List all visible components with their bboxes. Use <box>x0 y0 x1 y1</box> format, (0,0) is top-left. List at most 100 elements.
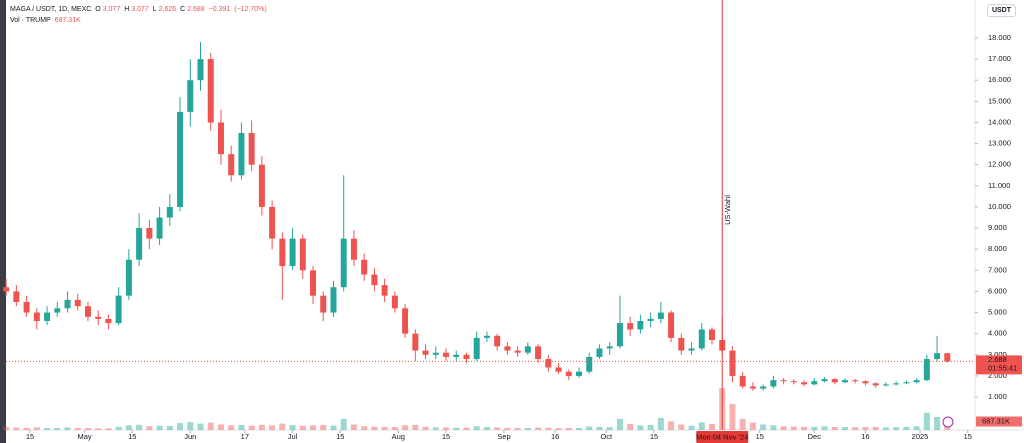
y-tick-label: 15.000 <box>988 96 1011 105</box>
candle-body <box>299 238 306 271</box>
volume-bar <box>524 427 531 430</box>
x-tick-label: 2025 <box>912 432 929 441</box>
volume-bar <box>402 425 409 430</box>
volume-bar <box>923 412 930 430</box>
candle-body <box>831 379 838 383</box>
currency-button[interactable]: USDT <box>986 4 1016 17</box>
volume-bar <box>780 426 787 430</box>
volume-bar <box>637 425 644 430</box>
candle-body <box>903 382 910 384</box>
candle-body <box>514 350 521 353</box>
volume-bar <box>125 425 132 430</box>
y-tick-label: 11.000 <box>988 181 1010 190</box>
y-tick-label: 2.000 <box>988 371 1007 380</box>
candle-body <box>811 381 818 385</box>
volume-bar <box>934 417 941 430</box>
candle-body <box>125 259 132 296</box>
x-tick-label: 15 <box>26 432 34 441</box>
candle-body <box>330 287 337 313</box>
candle-body <box>627 323 634 330</box>
volume-bar <box>228 425 235 430</box>
crosshair-label: Mon 04 Nov '24 <box>696 432 748 441</box>
x-tick-label: Oct <box>600 432 613 441</box>
symbol[interactable]: MAGA / USDT, 1D, MEXC <box>10 6 92 13</box>
volume-bar <box>535 427 542 430</box>
candle-body <box>576 371 583 376</box>
y-tick-label: 8.000 <box>988 244 1007 253</box>
candle-body <box>749 386 756 389</box>
candle-body <box>668 312 675 338</box>
candle-body <box>934 353 941 360</box>
candle-body <box>882 384 889 386</box>
candle-body <box>586 356 593 372</box>
volume-row: Vol · TRUMP 687.31K <box>10 15 269 26</box>
volume-bar <box>299 425 306 430</box>
volume-bar <box>238 424 245 430</box>
candle-body <box>44 312 51 322</box>
y-tick-label: 18.000 <box>988 33 1011 42</box>
volume-bar <box>627 423 634 430</box>
candle-body <box>443 352 450 357</box>
volume-bar <box>514 428 521 430</box>
volume-bar <box>739 418 746 430</box>
volume-bar <box>831 426 838 430</box>
volume-bar <box>801 426 808 430</box>
candle-body <box>23 301 30 313</box>
x-tick-label: 15 <box>442 432 450 441</box>
volume-bar <box>647 424 654 430</box>
y-tick-label: 12.000 <box>988 160 1011 169</box>
volume-bar <box>494 427 501 430</box>
candle-body <box>54 308 61 313</box>
candle-body <box>504 346 511 351</box>
volume-bar <box>841 427 848 430</box>
y-tick-label: 9.000 <box>988 223 1007 232</box>
volume-bar <box>903 426 910 430</box>
volume-bar <box>698 422 705 430</box>
x-tick-label: 17 <box>241 432 249 441</box>
ohlc-prefix: O <box>95 6 101 13</box>
y-tick-label: 10.000 <box>988 202 1011 211</box>
x-tick-label: Aug <box>392 432 405 441</box>
candle-body <box>923 359 930 381</box>
volume-bar <box>760 424 767 430</box>
candle-body <box>841 380 848 383</box>
symbol-row: MAGA / USDT, 1D, MEXC O 3.077 H 3.077 L 2.6… <box>10 4 269 15</box>
candle-body <box>33 312 40 322</box>
volume-bar <box>545 427 552 430</box>
volume-bar <box>54 428 61 430</box>
volume-title[interactable]: Vol · TRUMP <box>10 17 51 24</box>
candle-body <box>524 346 531 353</box>
volume-bar <box>3 426 10 430</box>
volume-bar <box>248 425 255 430</box>
volume-bar <box>893 427 900 430</box>
candle-body <box>289 238 296 267</box>
candle-body <box>770 380 777 387</box>
candle-body <box>350 238 357 260</box>
candle-body <box>217 122 224 155</box>
candle-body <box>432 352 439 355</box>
y-tick-label: 5.000 <box>988 308 1007 317</box>
volume-bar <box>33 427 40 430</box>
candle-body <box>637 321 644 330</box>
candle-body <box>64 299 71 309</box>
volume-bar <box>749 422 756 430</box>
candle-body <box>248 133 255 165</box>
candle-body <box>852 380 859 382</box>
candle-body <box>760 386 767 389</box>
candle-body <box>729 350 736 376</box>
candle-body <box>84 306 91 317</box>
candle-body <box>340 238 347 288</box>
volume-bar <box>412 424 419 430</box>
volume-bar <box>770 425 777 430</box>
candle-body <box>156 217 163 239</box>
volume-tag-label: 687.31K <box>982 416 1010 425</box>
volume-bar <box>115 426 122 430</box>
candle-body <box>105 318 112 324</box>
candle-body <box>146 228 153 239</box>
volume-bar <box>576 428 583 430</box>
candle-body <box>555 367 562 372</box>
x-tick-label: 15 <box>336 432 344 441</box>
candle-body <box>197 59 204 81</box>
volume-bar <box>852 427 859 430</box>
